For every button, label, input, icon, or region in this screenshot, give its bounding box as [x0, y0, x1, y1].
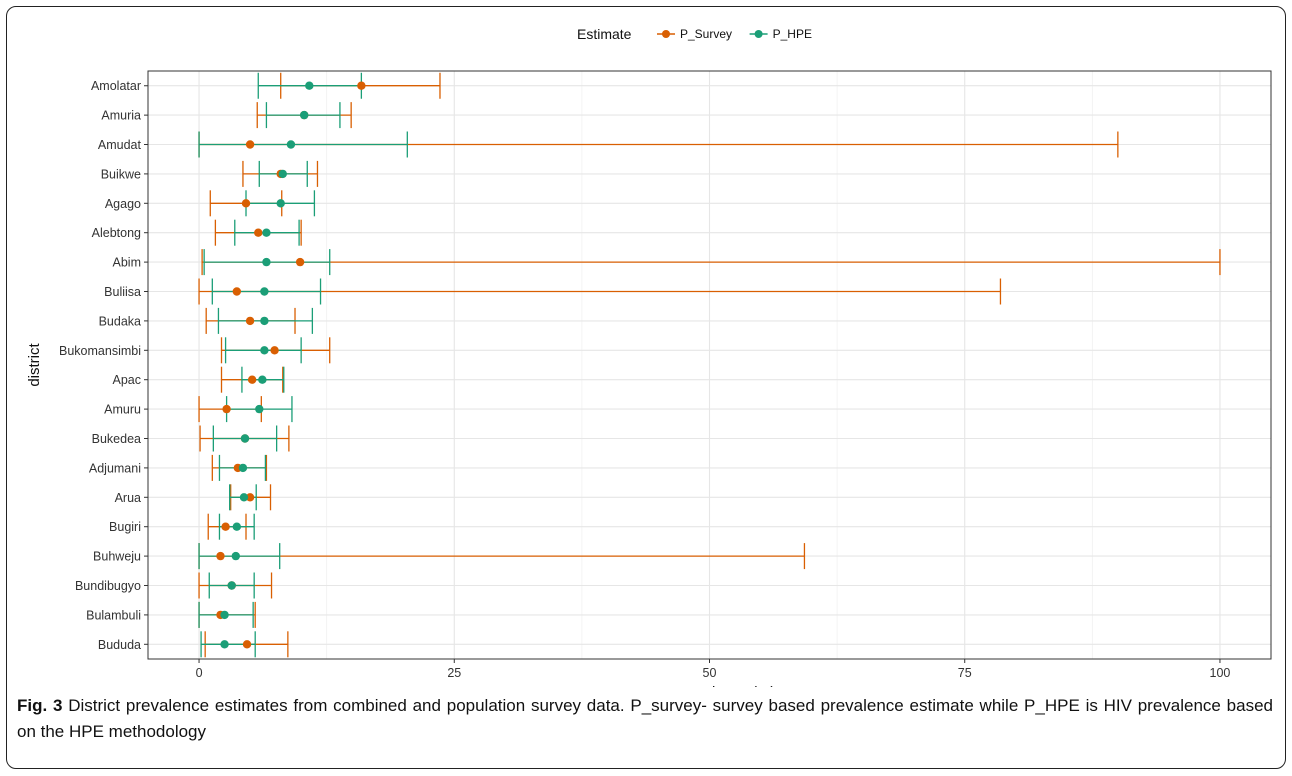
point-P_HPE — [227, 581, 236, 590]
point-P_HPE — [286, 140, 296, 149]
point-P_HPE — [299, 110, 309, 120]
point-P_HPE — [220, 610, 229, 620]
point-P_Survey — [245, 316, 255, 326]
point-P_HPE — [262, 228, 271, 237]
point-P_HPE — [255, 404, 264, 414]
point-P_Survey — [245, 140, 255, 149]
point-P_Survey — [254, 228, 263, 237]
y-tick-label: Buliisa — [104, 285, 141, 299]
caption-label: Fig. 3 — [17, 696, 63, 715]
y-tick-label: Bugiri — [109, 520, 141, 534]
x-tick-label: 25 — [447, 666, 461, 680]
legend-label-P_Survey: P_Survey — [680, 27, 732, 41]
y-tick-label: Bududa — [98, 638, 141, 652]
y-tick-label: Bulambuli — [86, 608, 141, 622]
y-tick-label: Adjumani — [89, 461, 141, 475]
legend: Estimate P_Survey P_HPE — [577, 26, 812, 42]
point-P_HPE — [240, 434, 250, 443]
point-P_Survey — [245, 493, 255, 502]
point-P_Survey — [216, 551, 225, 561]
y-tick-label: Budaka — [99, 314, 141, 328]
x-tick-label: 0 — [196, 666, 203, 680]
y-tick-label: Bundibugyo — [75, 579, 141, 593]
y-tick-label: Amudat — [98, 138, 142, 152]
point-P_HPE — [305, 81, 314, 90]
point-P_Survey — [295, 257, 305, 267]
figure-caption: Fig. 3 District prevalence estimates fro… — [17, 693, 1273, 745]
y-tick-label: Amolatar — [91, 79, 141, 93]
y-tick-label: Bukedea — [92, 432, 141, 446]
point-P_Survey — [242, 640, 252, 649]
y-tick-label: Agago — [105, 197, 141, 211]
point-P_HPE — [231, 551, 240, 561]
point-P_HPE — [262, 257, 271, 267]
y-tick-label: Amuria — [101, 109, 141, 123]
x-tick-label: 50 — [703, 666, 717, 680]
y-tick-label: Buhweju — [93, 550, 141, 564]
y-tick-label: Arua — [115, 491, 141, 505]
point-P_Survey — [270, 346, 279, 355]
point-P_Survey — [241, 199, 251, 208]
point-P_HPE — [276, 199, 285, 208]
point-P_Survey — [357, 81, 366, 90]
point-P_Survey — [232, 287, 242, 296]
y-tick-label: Alebtong — [92, 226, 141, 240]
legend-label-P_HPE: P_HPE — [773, 27, 812, 41]
y-axis-title: district — [26, 343, 43, 387]
x-tick-label: 75 — [958, 666, 972, 680]
point-P_HPE — [278, 169, 287, 179]
caption-text: District prevalence estimates from combi… — [17, 696, 1273, 741]
figure-frame: Amolatar Amuria Amudat Buikwe Agago Alebtong A… — [6, 6, 1286, 769]
legend-key-point — [754, 30, 763, 38]
point-P_Survey — [222, 404, 231, 414]
y-tick-label: Apac — [113, 373, 142, 387]
legend-key-point — [662, 30, 670, 38]
prevalence-chart: Amolatar Amuria Amudat Buikwe Agago Alebtong A… — [26, 26, 1272, 687]
point-P_Survey — [221, 522, 230, 531]
point-P_HPE — [260, 316, 269, 326]
point-P_HPE — [260, 287, 269, 296]
y-tick-label: Abim — [113, 256, 141, 270]
x-tick-label: 100 — [1210, 666, 1231, 680]
y-tick-label: Buikwe — [101, 167, 141, 181]
point-P_HPE — [260, 346, 269, 355]
point-P_HPE — [238, 463, 248, 473]
legend-title: Estimate — [577, 26, 632, 42]
point-P_Survey — [247, 375, 257, 384]
y-tick-label: Bukomansimbi — [59, 344, 141, 358]
point-P_HPE — [232, 522, 242, 531]
x-axis-title: HIV Prevalence (%) — [644, 684, 776, 687]
point-P_HPE — [258, 375, 267, 384]
y-tick-label: Amuru — [104, 403, 141, 417]
point-P_HPE — [239, 493, 249, 502]
point-P_HPE — [220, 640, 229, 649]
